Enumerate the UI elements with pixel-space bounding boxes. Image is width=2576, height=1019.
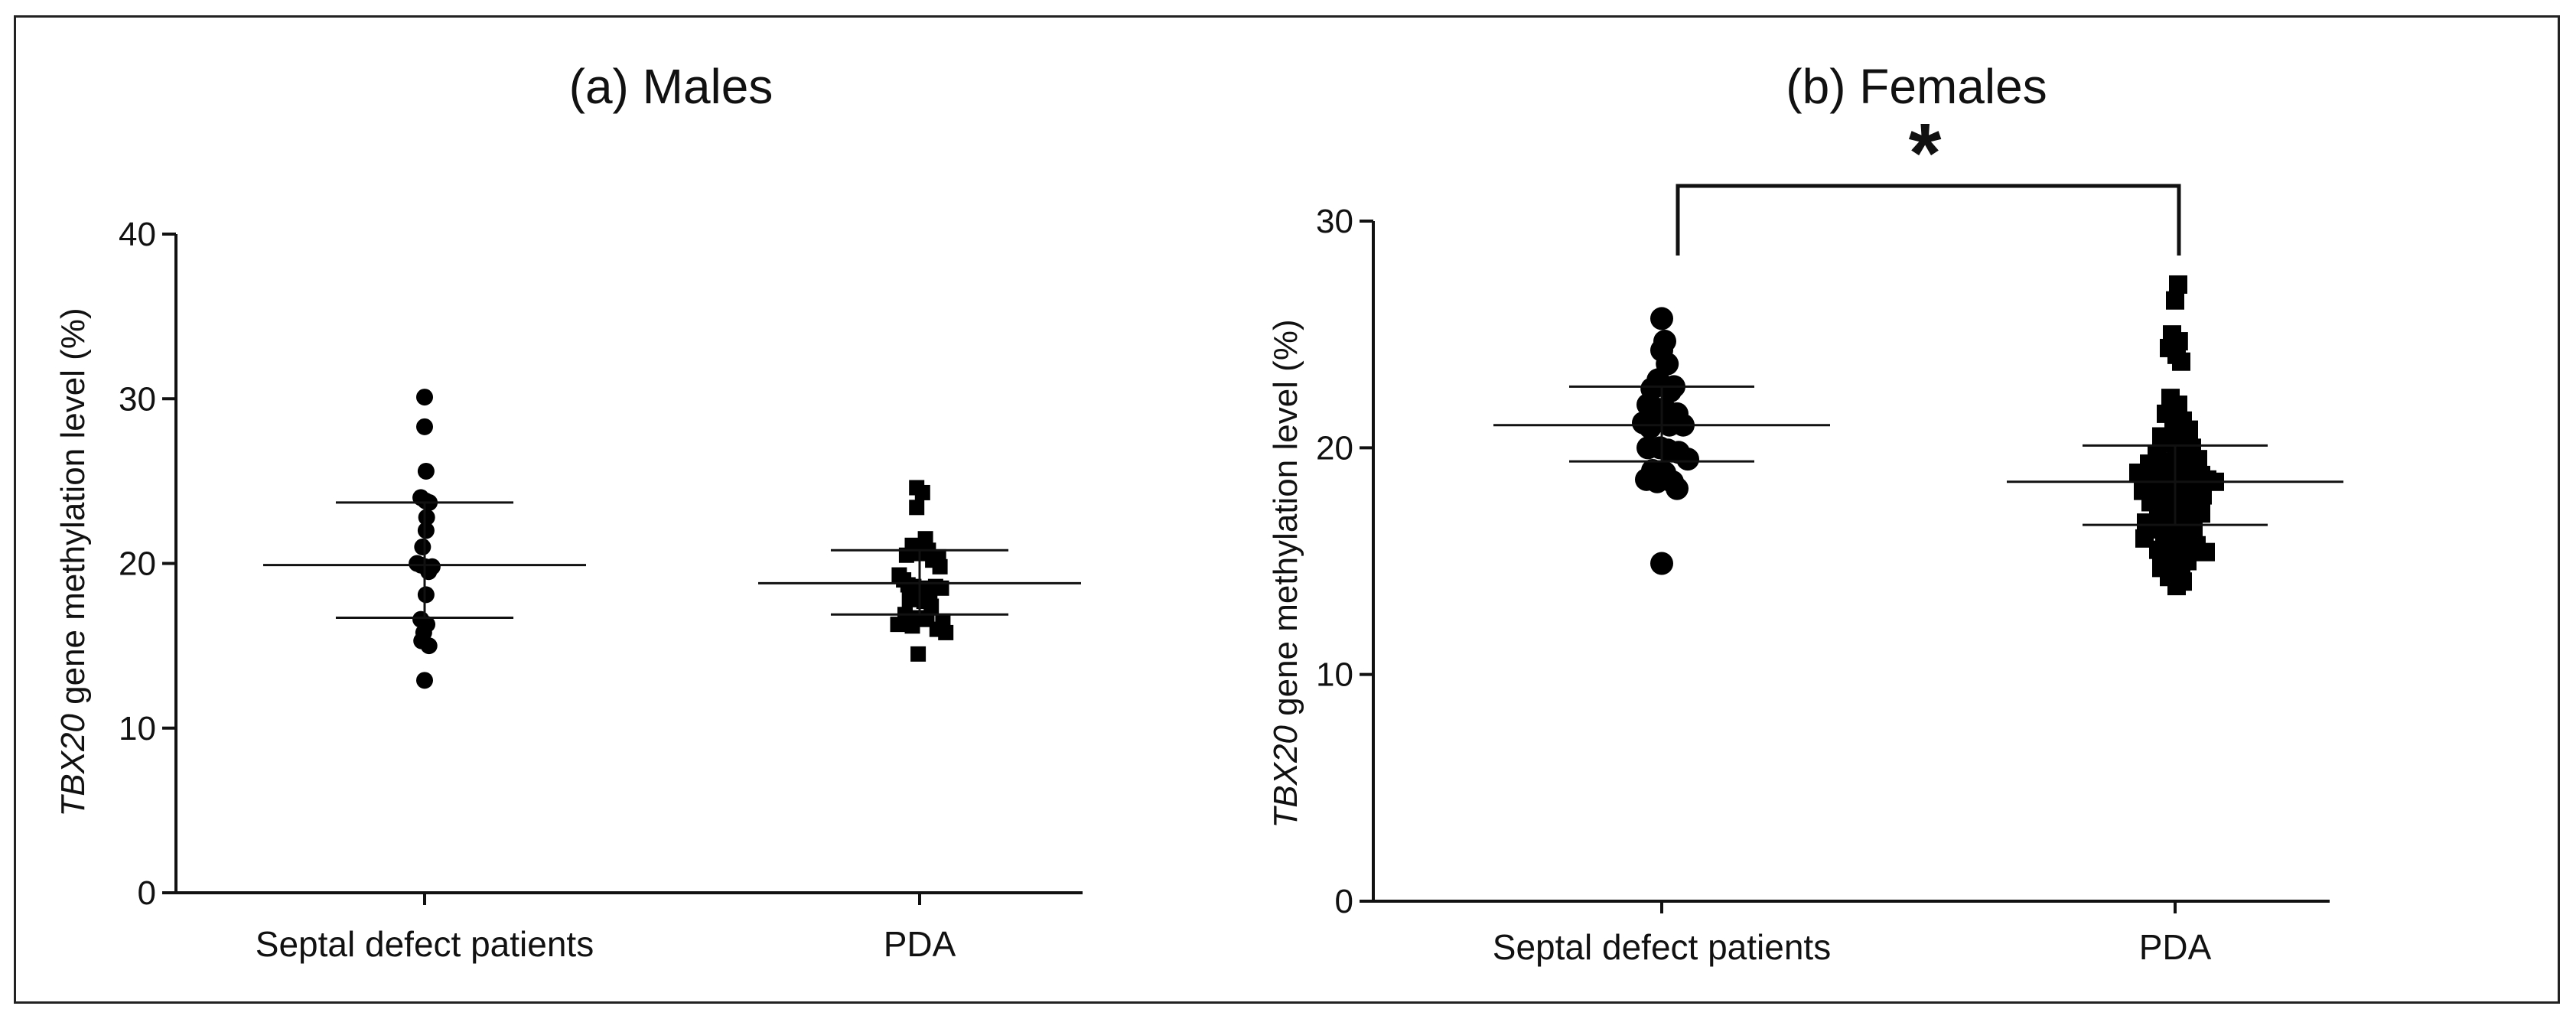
y-axis-label-text: gene methylation level (%) <box>54 308 92 714</box>
y-axis-label: TBX20 gene methylation level (%) <box>54 308 92 816</box>
y-tick-label: 0 <box>1335 883 1353 920</box>
data-point-circle <box>417 522 435 539</box>
data-point-square <box>2167 577 2186 596</box>
data-point-square <box>910 646 927 662</box>
significance-bracket <box>1676 184 2181 256</box>
data-point-circle <box>416 389 433 406</box>
data-point-square <box>890 617 906 633</box>
x-tick-label: Septal defect patients <box>1493 927 1831 967</box>
data-point-square <box>909 500 925 516</box>
data-point-circle <box>414 538 432 555</box>
y-tick-label: 10 <box>1316 656 1353 694</box>
y-axis-label-text: gene methylation level (%) <box>1267 319 1304 725</box>
data-point-square <box>938 624 954 640</box>
data-point-circle <box>1646 470 1669 493</box>
data-point-circle <box>1666 477 1689 500</box>
y-tick-label: 0 <box>138 874 156 912</box>
figure-border <box>14 15 2560 1004</box>
y-axis-label: TBX20 gene methylation level (%) <box>1267 319 1304 828</box>
y-tick-label: 10 <box>119 710 156 747</box>
data-point-circle <box>1636 436 1659 460</box>
data-point-square <box>914 484 930 500</box>
significance-star: * <box>1909 106 1942 200</box>
y-axis-label-gene: TBX20 <box>54 714 92 817</box>
data-point-circle <box>1676 448 1699 471</box>
y-ticks: 0 10 20 30 <box>1316 203 1373 920</box>
y-tick-label: 30 <box>1316 203 1353 240</box>
data-points <box>409 389 954 689</box>
data-point-circle <box>423 558 441 575</box>
x-tick-label: PDA <box>2139 927 2212 967</box>
y-tick-label: 40 <box>119 216 156 253</box>
data-point-circle <box>1659 379 1682 403</box>
y-tick-label: 20 <box>119 545 156 583</box>
panel-title: (b) Females <box>1786 59 2047 114</box>
panel-males: (a) Males TBX20 gene methylation level (… <box>54 59 1083 964</box>
data-point-square <box>932 558 948 575</box>
data-point-circle <box>1650 307 1673 330</box>
data-point-square <box>2197 542 2215 562</box>
data-point-square <box>2166 291 2184 310</box>
data-point-square <box>917 531 933 547</box>
data-point-circle <box>420 637 438 655</box>
data-point-circle <box>416 418 433 435</box>
data-point-circle <box>418 509 435 526</box>
data-point-circle <box>417 462 435 480</box>
x-tick-label: PDA <box>884 924 956 964</box>
mean-sd-bars <box>1493 385 2343 526</box>
data-point-square <box>923 598 940 614</box>
data-point-square <box>2169 275 2187 294</box>
y-tick-label: 20 <box>1316 429 1353 467</box>
data-point-square <box>2172 352 2190 371</box>
data-point-circle <box>416 672 433 689</box>
panel-title: (a) Males <box>569 59 773 114</box>
data-point-circle <box>1650 552 1673 575</box>
y-ticks: 0 10 20 30 40 <box>119 216 176 912</box>
panel-females: (b) Females TBX20 gene methylation level… <box>1267 59 2343 967</box>
x-tick-label: Septal defect patients <box>256 924 594 964</box>
data-points <box>1632 275 2224 596</box>
data-point-circle <box>1638 415 1662 439</box>
data-point-square <box>901 591 917 607</box>
y-tick-label: 30 <box>119 380 156 418</box>
data-point-square <box>904 618 920 634</box>
data-point-circle <box>417 586 435 604</box>
mean-sd-bars <box>263 501 1081 620</box>
y-axis-label-gene: TBX20 <box>1267 725 1304 829</box>
